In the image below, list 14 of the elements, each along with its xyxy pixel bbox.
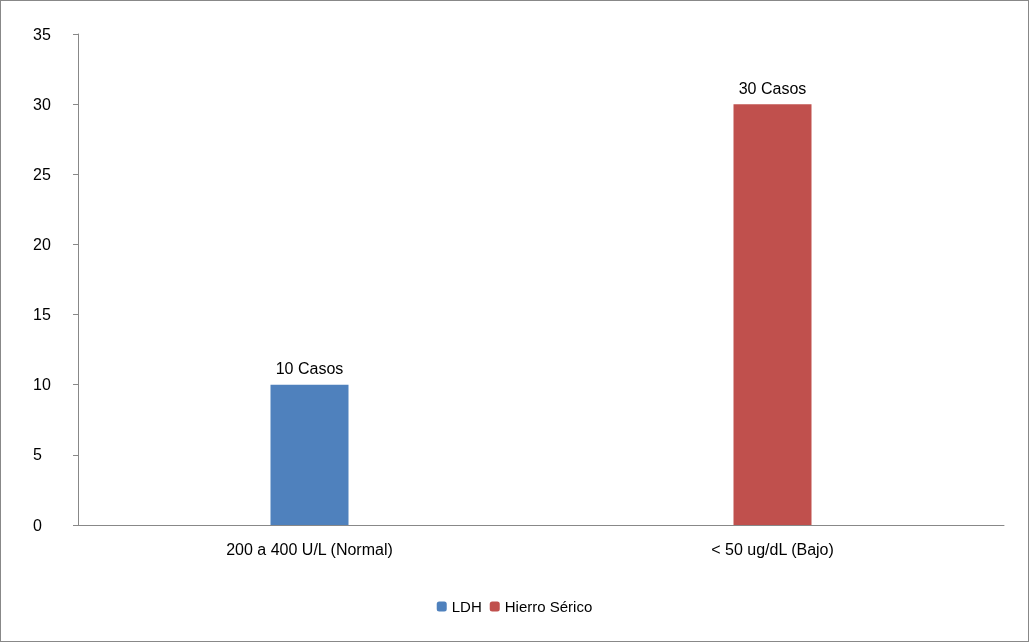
- x-tick-label: 200 a 400 U/L (Normal): [226, 540, 393, 558]
- y-tick-label: 25: [33, 165, 51, 183]
- data-label: 10 Casos: [275, 360, 344, 378]
- legend-label: Hierro Sérico: [504, 598, 593, 615]
- y-tick-label: 0: [33, 516, 42, 534]
- y-tick-label: 10: [33, 376, 51, 394]
- x-tick-label: < 50 ug/dL (Bajo): [711, 540, 834, 558]
- data-label: 30 Casos: [738, 79, 807, 97]
- y-tick-label: 35: [33, 25, 51, 43]
- y-tick-label: 30: [33, 95, 51, 113]
- legend-label: LDH: [451, 598, 482, 615]
- y-tick-label: 5: [33, 446, 42, 464]
- y-tick-label: 20: [33, 235, 51, 253]
- y-tick-label: 15: [33, 306, 51, 324]
